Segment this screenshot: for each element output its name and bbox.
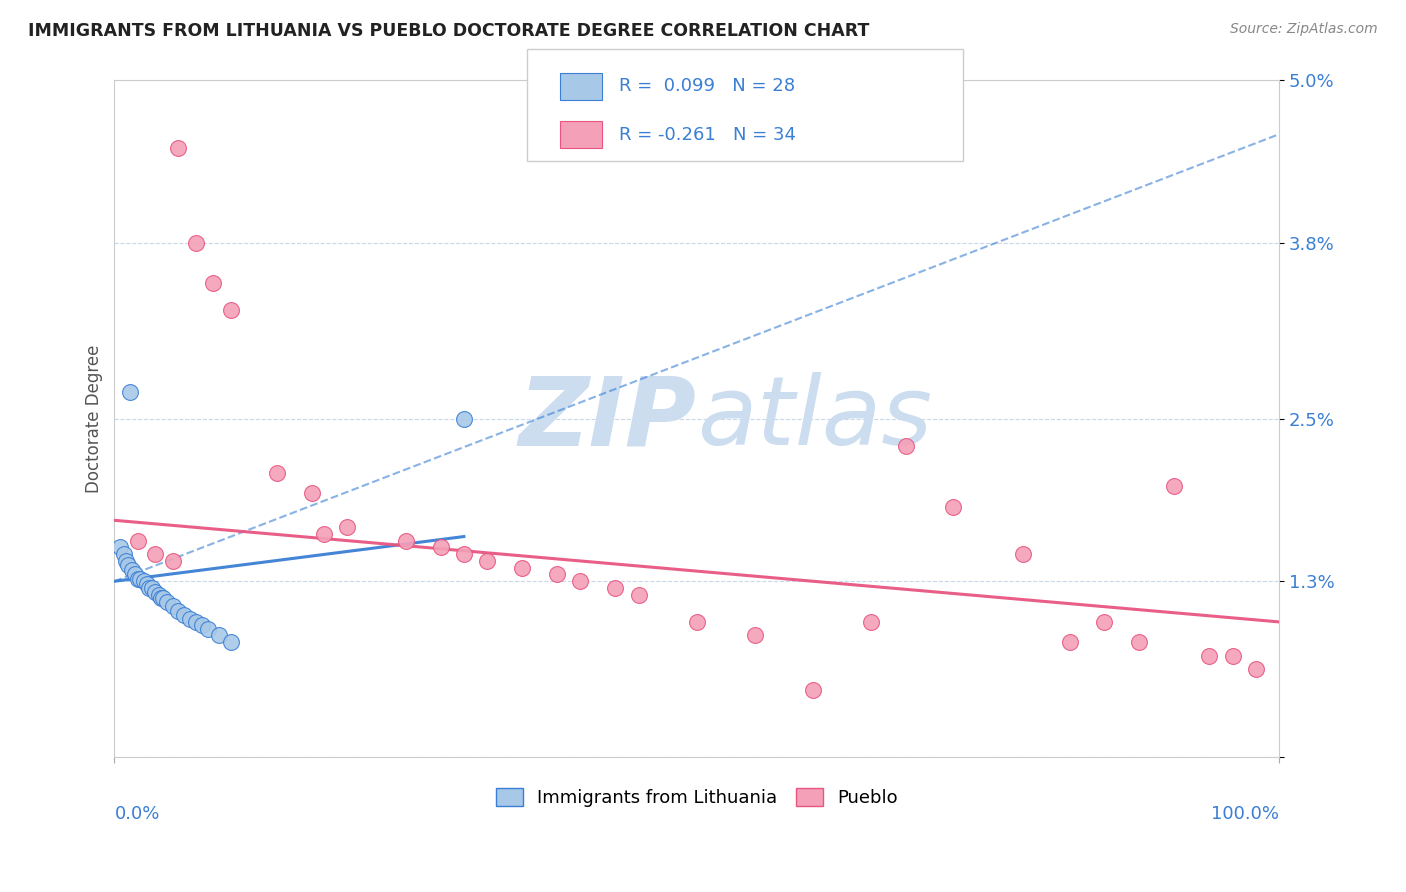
Point	[143, 547, 166, 561]
Point	[1094, 615, 1116, 629]
Point	[117, 558, 139, 572]
Point	[138, 581, 160, 595]
Point	[162, 554, 184, 568]
Point	[208, 628, 231, 642]
Text: Source: ZipAtlas.com: Source: ZipAtlas.com	[1230, 22, 1378, 37]
Point	[127, 572, 149, 586]
Point	[173, 608, 195, 623]
Point	[546, 567, 568, 582]
Point	[127, 533, 149, 548]
Point	[336, 520, 359, 534]
Point	[124, 567, 146, 582]
Point	[141, 581, 163, 595]
Point	[1012, 547, 1035, 561]
Point	[184, 235, 207, 250]
Point	[219, 303, 242, 318]
Point	[744, 628, 766, 642]
Point	[312, 526, 335, 541]
Point	[429, 541, 451, 555]
Point	[162, 599, 184, 613]
Point	[1128, 635, 1150, 649]
Point	[167, 604, 190, 618]
Text: ZIP: ZIP	[519, 372, 697, 466]
Text: 100.0%: 100.0%	[1211, 805, 1279, 822]
Point	[686, 615, 709, 629]
Point	[148, 588, 170, 602]
Point	[1198, 648, 1220, 663]
Point	[112, 547, 135, 561]
Point	[143, 585, 166, 599]
Point	[179, 612, 201, 626]
Point	[475, 554, 498, 568]
Point	[129, 572, 152, 586]
Point	[453, 547, 475, 561]
Point	[453, 411, 475, 425]
Point	[219, 635, 242, 649]
Text: atlas: atlas	[697, 372, 932, 466]
Point	[627, 588, 650, 602]
Point	[896, 439, 918, 453]
Point	[110, 541, 132, 555]
Text: IMMIGRANTS FROM LITHUANIA VS PUEBLO DOCTORATE DEGREE CORRELATION CHART: IMMIGRANTS FROM LITHUANIA VS PUEBLO DOCT…	[28, 22, 869, 40]
Point	[1244, 662, 1267, 676]
Point	[266, 466, 288, 480]
Point	[191, 617, 214, 632]
Point	[1163, 479, 1185, 493]
Point	[942, 500, 965, 514]
Point	[605, 581, 627, 595]
Point	[150, 591, 173, 605]
Point	[1059, 635, 1081, 649]
Point	[801, 682, 824, 697]
Point	[167, 141, 190, 155]
Point	[152, 591, 174, 605]
Point	[1222, 648, 1244, 663]
Y-axis label: Doctorate Degree: Doctorate Degree	[86, 344, 103, 493]
Point	[510, 560, 533, 574]
Point	[860, 615, 883, 629]
Point	[156, 594, 179, 608]
Point	[118, 384, 141, 399]
Point	[569, 574, 592, 589]
Point	[132, 574, 155, 589]
Point	[197, 622, 219, 636]
Point	[301, 486, 323, 500]
Point	[136, 577, 159, 591]
Point	[115, 554, 138, 568]
Text: R =  0.099   N = 28: R = 0.099 N = 28	[619, 78, 794, 95]
Point	[394, 533, 416, 548]
Legend: Immigrants from Lithuania, Pueblo: Immigrants from Lithuania, Pueblo	[486, 779, 907, 816]
Point	[202, 276, 225, 290]
Point	[121, 563, 143, 577]
Text: R = -0.261   N = 34: R = -0.261 N = 34	[619, 126, 796, 144]
Text: 0.0%: 0.0%	[114, 805, 160, 822]
Point	[184, 615, 207, 629]
